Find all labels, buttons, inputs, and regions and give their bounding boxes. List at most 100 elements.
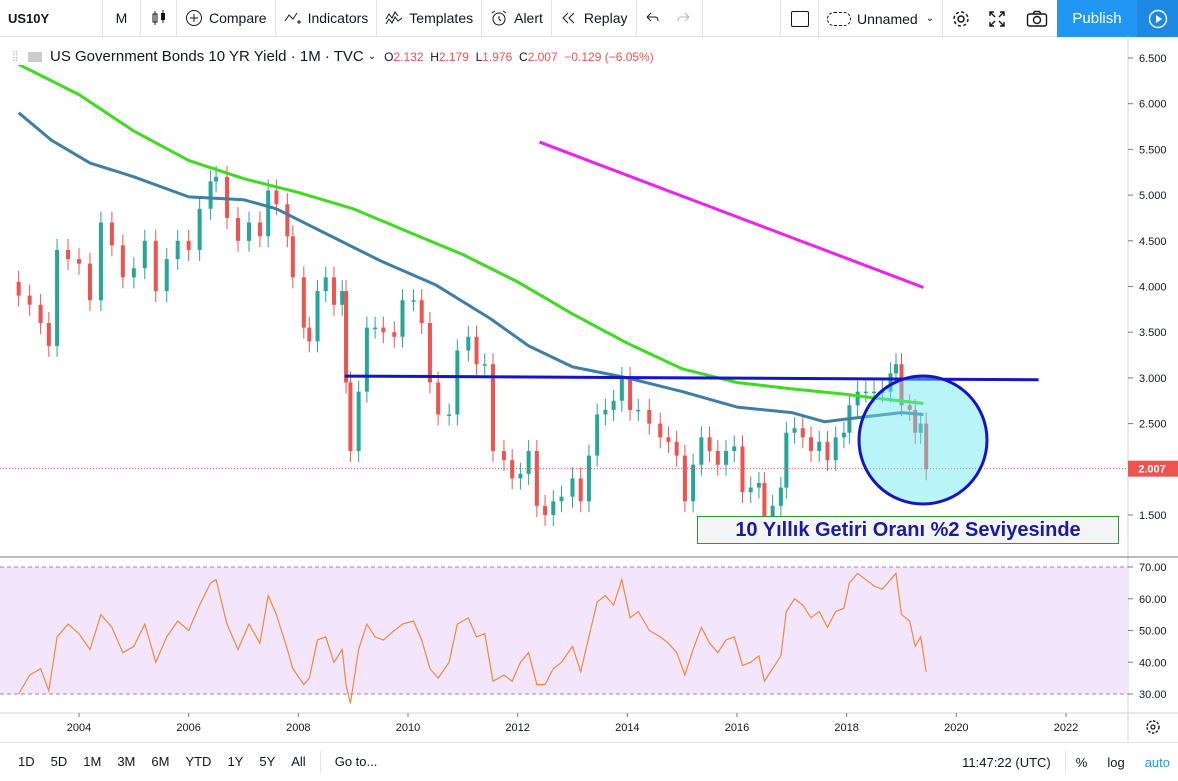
range-1d[interactable]: 1D [18,754,35,769]
settings-button[interactable] [942,0,978,37]
candle-body [400,300,405,337]
compare-button[interactable]: Compare [177,0,276,37]
fullscreen-rect-button[interactable] [780,0,818,37]
candle-body [888,373,893,392]
candle-body [466,336,471,351]
change-value: −0.129 (−6.05%) [564,49,654,64]
replay-label: Replay [583,10,628,26]
time-tick-label: 2014 [615,722,639,734]
candle-body [482,364,487,366]
templates-label: Templates [409,10,474,26]
highlight-circle-shape [857,374,989,506]
time-tick-label: 2018 [834,722,858,734]
replay-button[interactable]: Replay [552,0,637,37]
candle-body [411,300,416,302]
blue-moving-average [17,111,924,424]
fullscreen-button[interactable] [978,0,1016,37]
candle-body [315,291,320,342]
range-6m[interactable]: 6M [151,754,170,769]
chart-legend: ⁞⁞ US Government Bonds 10 YR Yield · 1M … [12,48,654,65]
interval-button[interactable]: M [103,0,141,37]
rsi-tick-label: 60.00 [1139,594,1167,606]
candle-body [913,409,918,433]
annotation-box[interactable]: 10 Yıllık Getiri Oranı %2 Seviyesinde [697,516,1119,544]
candle-body [800,428,805,438]
trendlines [0,140,1128,470]
rsi-band-fill [0,567,1128,694]
publish-button[interactable]: Publish [1057,0,1137,37]
candle-body [628,377,633,410]
layout-name: Unnamed [857,10,918,27]
candle-body [153,240,158,292]
candle-body [603,409,608,415]
chart-area[interactable]: 1.5002.0002.5003.0003.5004.0004.5005.000… [0,38,1178,742]
snapshot-button[interactable] [1016,0,1057,37]
moving-averages [17,63,924,424]
stream-button[interactable] [1137,0,1178,37]
candle-body [392,332,397,337]
interval-label: M [115,10,128,26]
percent-toggle[interactable]: % [1075,754,1088,770]
last-price-value: 2.007 [1138,464,1166,476]
range-5y[interactable]: 5Y [259,754,276,769]
legend-dot-icon [28,51,42,62]
rsi-tick-label: 30.00 [1139,689,1167,701]
layout-menu-button[interactable]: Unnamed ⌄ [818,0,942,37]
price-tick-label: 3.000 [1139,373,1167,385]
candle-body [77,259,81,264]
candle-body [307,327,312,342]
clock-label[interactable]: 11:47:22 (UTC) [962,754,1051,770]
bottombar-right: 11:47:22 (UTC) % log auto [954,743,1178,781]
candle-body [724,451,729,465]
candle-body [510,460,515,479]
range-all[interactable]: All [291,754,306,769]
candle-body [855,391,860,406]
indicators-icon [284,9,302,27]
candle-body [501,451,506,461]
open-value: 2.132 [393,49,424,64]
candle-body [918,423,923,433]
goto-button[interactable]: Go to... [334,754,378,769]
candle-body [658,423,663,438]
range-3m[interactable]: 3M [117,754,136,769]
candle-body [38,304,43,324]
candle-body [344,291,349,383]
close-value: 2.007 [527,49,558,64]
candle-body [924,423,929,470]
chevron-down-icon: ⌄ [925,13,935,24]
indicators-button[interactable]: Indicators [276,0,378,37]
candle-body [27,295,32,305]
price-tick-label: 1.500 [1139,510,1167,522]
candle-body [274,190,279,205]
time-tick-label: 2004 [67,722,91,734]
axis-settings-button[interactable] [1146,720,1160,734]
legend-title[interactable]: US Government Bonds 10 YR Yield · 1M · T… [50,48,364,65]
range-5d[interactable]: 5D [50,754,68,769]
alert-button[interactable]: Alert [482,0,552,37]
camera-icon [1026,10,1047,27]
candle-body [872,391,877,394]
square-icon [790,10,809,27]
range-ytd[interactable]: YTD [185,754,212,769]
redo-button[interactable] [667,0,703,37]
templates-button[interactable]: Templates [377,0,483,37]
candle-body [792,428,797,433]
range-1m[interactable]: 1M [83,754,102,769]
log-toggle[interactable]: log [1107,754,1125,770]
candles-icon [150,9,168,27]
candle-body [214,176,219,182]
chart-svg[interactable]: 1.5002.0002.5003.0003.5004.0004.5005.000… [0,38,1178,742]
chart-type-button[interactable] [141,0,177,37]
symbol-search-button[interactable]: US10Y [0,0,103,37]
auto-toggle[interactable]: auto [1144,754,1170,770]
candle-body [46,323,51,346]
candle-body [419,300,424,324]
undo-button[interactable] [637,0,667,37]
candle-body [474,336,479,365]
range-1y[interactable]: 1Y [227,754,244,769]
candle-body [682,455,687,502]
chevron-down-icon[interactable]: ⌄ [367,51,377,62]
drag-handle-icon[interactable]: ⁞⁞ [12,49,18,64]
bottombar-divider [1064,751,1066,773]
candle-body [66,249,71,260]
